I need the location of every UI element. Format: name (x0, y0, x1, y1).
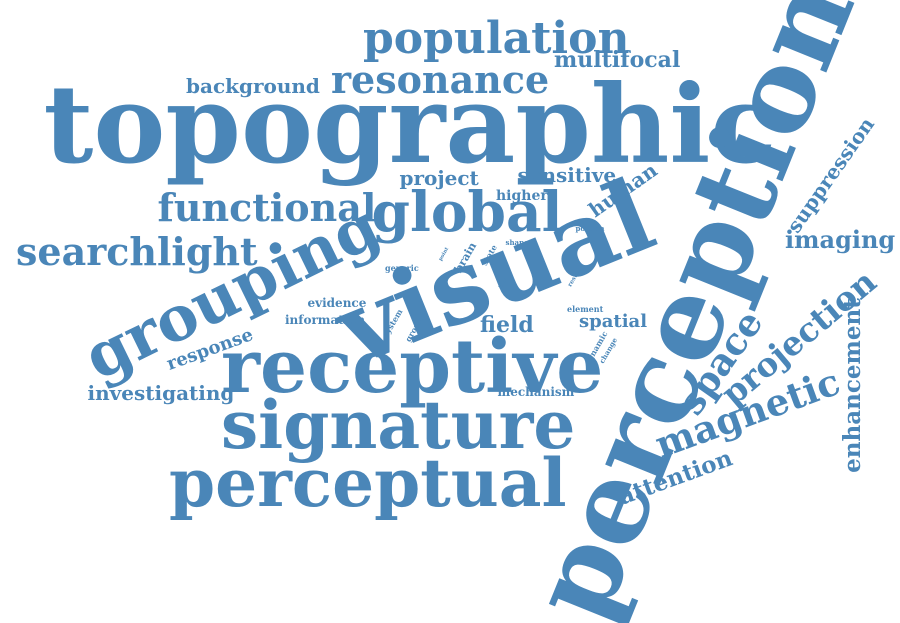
word-element: element (567, 304, 604, 314)
word-multifocal: multifocal (554, 47, 681, 73)
word-enhancement: enhancement (838, 297, 866, 473)
word-sensitive: sensitive (517, 163, 617, 187)
word-investigating: investigating (87, 381, 235, 405)
word-resonance: resonance (331, 57, 550, 102)
word-searchlight: searchlight (16, 229, 258, 274)
word-population: population (363, 13, 630, 64)
word-generic: generic (385, 263, 419, 273)
word-background: background (186, 74, 320, 98)
word-receptive: receptive (221, 324, 604, 410)
word-portion: portion (575, 223, 605, 233)
word-information: information (285, 313, 366, 327)
word-spatial: spatial (579, 311, 648, 332)
word-project: project (399, 166, 479, 190)
word-imaging: imaging (785, 225, 896, 254)
word-field: field (480, 312, 534, 338)
word-functional: functional (157, 185, 377, 230)
word-perceptual: perceptual (169, 444, 567, 522)
word-mechanism: mechanism (497, 385, 575, 399)
word-higher: higher (496, 188, 548, 204)
word-signature: signature (221, 386, 576, 464)
word-global: global (371, 178, 563, 244)
word-shape: shape (505, 237, 529, 247)
word-evidence: evidence (307, 296, 367, 310)
word-topographic: topographic (43, 62, 777, 188)
